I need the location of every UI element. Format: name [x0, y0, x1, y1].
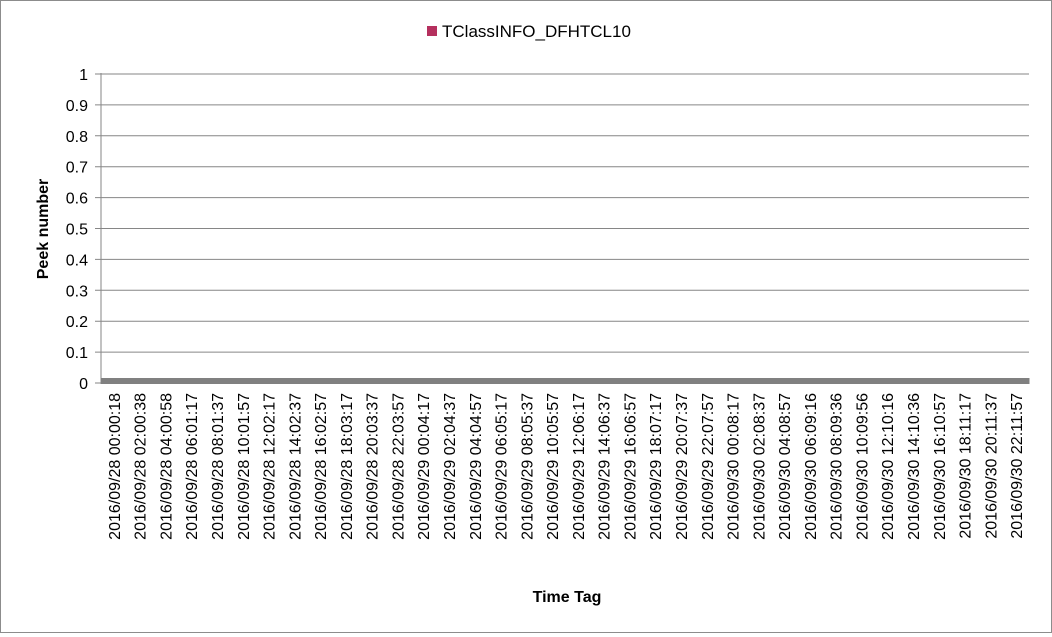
- bar: [487, 378, 514, 384]
- y-tick-label: 0.9: [66, 98, 88, 115]
- x-tick-label: 2016/09/29 16:06:57: [622, 393, 639, 540]
- bar: [745, 378, 772, 384]
- bar: [616, 378, 643, 384]
- x-tick-label: 2016/09/29 20:07:37: [674, 393, 691, 540]
- x-tick-labels: 2016/09/28 00:00:18 2016/09/28 02:00:38 20…: [107, 393, 1026, 540]
- bar: [101, 378, 128, 384]
- legend-label: TClassINFO_DFHTCL10: [442, 22, 631, 41]
- bar: [539, 378, 566, 384]
- y-axis-title: Peek number: [35, 179, 52, 279]
- x-tick-label: 2016/09/29 00:04:17: [416, 393, 433, 540]
- x-tick-label: 2016/09/29 04:04:57: [468, 393, 485, 540]
- x-tick-label: 2016/09/30 10:09:56: [854, 393, 871, 540]
- bar: [281, 378, 308, 384]
- bar: [1003, 378, 1030, 384]
- x-tick-label: 2016/09/28 00:00:18: [107, 393, 124, 540]
- bar: [126, 378, 154, 384]
- x-tick-label: 2016/09/30 12:10:16: [880, 393, 897, 540]
- y-tick-label: 0.8: [66, 129, 88, 146]
- bar: [436, 378, 463, 384]
- y-tick-label: 0.4: [66, 252, 88, 269]
- bar: [461, 378, 489, 384]
- bar: [693, 378, 721, 384]
- x-tick-label: 2016/09/29 18:07:17: [648, 393, 665, 540]
- x-tick-label: 2016/09/28 18:03:17: [339, 393, 356, 540]
- x-tick-label: 2016/09/30 08:09:36: [829, 393, 846, 540]
- x-tick-label: 2016/09/28 20:03:37: [365, 393, 382, 540]
- y-tick-label: 0.1: [66, 345, 88, 362]
- bar: [178, 378, 205, 384]
- gridlines: [95, 73, 1029, 384]
- x-tick-label: 2016/09/28 08:01:37: [210, 393, 227, 540]
- bar: [358, 378, 386, 384]
- bar: [822, 378, 850, 384]
- bar: [513, 378, 540, 384]
- x-tick-label: 2016/09/30 22:11:57: [1009, 393, 1026, 539]
- bar: [848, 378, 875, 384]
- bar: [668, 378, 695, 384]
- x-tick-label: 2016/09/28 16:02:57: [313, 393, 330, 540]
- y-tick-label: 1: [79, 67, 88, 84]
- bar: [797, 378, 824, 384]
- y-tick-label: 0.7: [66, 160, 88, 177]
- x-tick-label: 2016/09/30 16:10:57: [932, 393, 949, 540]
- bar: [384, 378, 411, 384]
- x-tick-label: 2016/09/30 20:11:37: [983, 393, 1000, 539]
- x-tick-label: 2016/09/29 06:05:17: [494, 393, 511, 540]
- y-tick-label: 0: [79, 376, 88, 393]
- bar: [719, 378, 746, 384]
- x-tick-label: 2016/09/28 06:01:17: [184, 393, 201, 540]
- x-tick-label: 2016/09/29 22:07:57: [700, 393, 717, 540]
- y-tick-label: 0.3: [66, 283, 88, 300]
- bar: [590, 378, 618, 384]
- x-tick-label: 2016/09/30 04:08:57: [777, 393, 794, 540]
- bar: [771, 378, 798, 384]
- x-tick-label: 2016/09/28 14:02:37: [287, 393, 304, 540]
- x-tick-label: 2016/09/30 06:09:16: [803, 393, 820, 540]
- x-tick-label: 2016/09/29 12:06:17: [571, 393, 588, 540]
- bar: [410, 378, 437, 384]
- bar: [307, 378, 334, 384]
- bar: [900, 378, 927, 384]
- x-tick-label: 2016/09/29 08:05:37: [519, 393, 536, 540]
- y-tick-label: 0.6: [66, 191, 88, 208]
- x-tick-label: 2016/09/30 00:08:17: [726, 393, 743, 540]
- bar: [951, 378, 978, 384]
- y-tick-label: 0.5: [66, 222, 88, 239]
- x-tick-label: 2016/09/30 18:11:17: [958, 393, 975, 539]
- legend: TClassINFO_DFHTCL10: [427, 22, 631, 41]
- bar: [204, 378, 231, 384]
- y-tick-labels: 0 0.1 0.2 0.3 0.4 0.5 0.6 0.7 0.8 0.9 1: [66, 67, 88, 393]
- x-tick-label: 2016/09/28 22:03:57: [390, 393, 407, 540]
- bar: [925, 378, 953, 384]
- x-tick-label: 2016/09/28 02:00:38: [133, 393, 150, 540]
- bar: [642, 378, 669, 384]
- x-tick-label: 2016/09/28 04:00:58: [158, 393, 175, 540]
- bar: [255, 378, 282, 384]
- bar: [229, 378, 257, 384]
- bar: [565, 378, 592, 384]
- bars: [101, 378, 1030, 384]
- x-tick-label: 2016/09/29 02:04:37: [442, 393, 459, 540]
- x-tick-label: 2016/09/28 10:01:57: [236, 393, 253, 540]
- x-tick-label: 2016/09/30 14:10:36: [906, 393, 923, 540]
- bar: [874, 378, 901, 384]
- legend-swatch: [427, 26, 437, 36]
- bar: [152, 378, 179, 384]
- x-tick-label: 2016/09/29 14:06:37: [597, 393, 614, 540]
- x-axis-title: Time Tag: [533, 589, 602, 606]
- x-tick-label: 2016/09/28 12:02:17: [262, 393, 279, 540]
- bar: [977, 378, 1004, 384]
- bar: [333, 378, 360, 384]
- x-tick-label: 2016/09/29 10:05:57: [545, 393, 562, 540]
- x-tick-label: 2016/09/30 02:08:37: [751, 393, 768, 540]
- y-tick-label: 0.2: [66, 314, 88, 331]
